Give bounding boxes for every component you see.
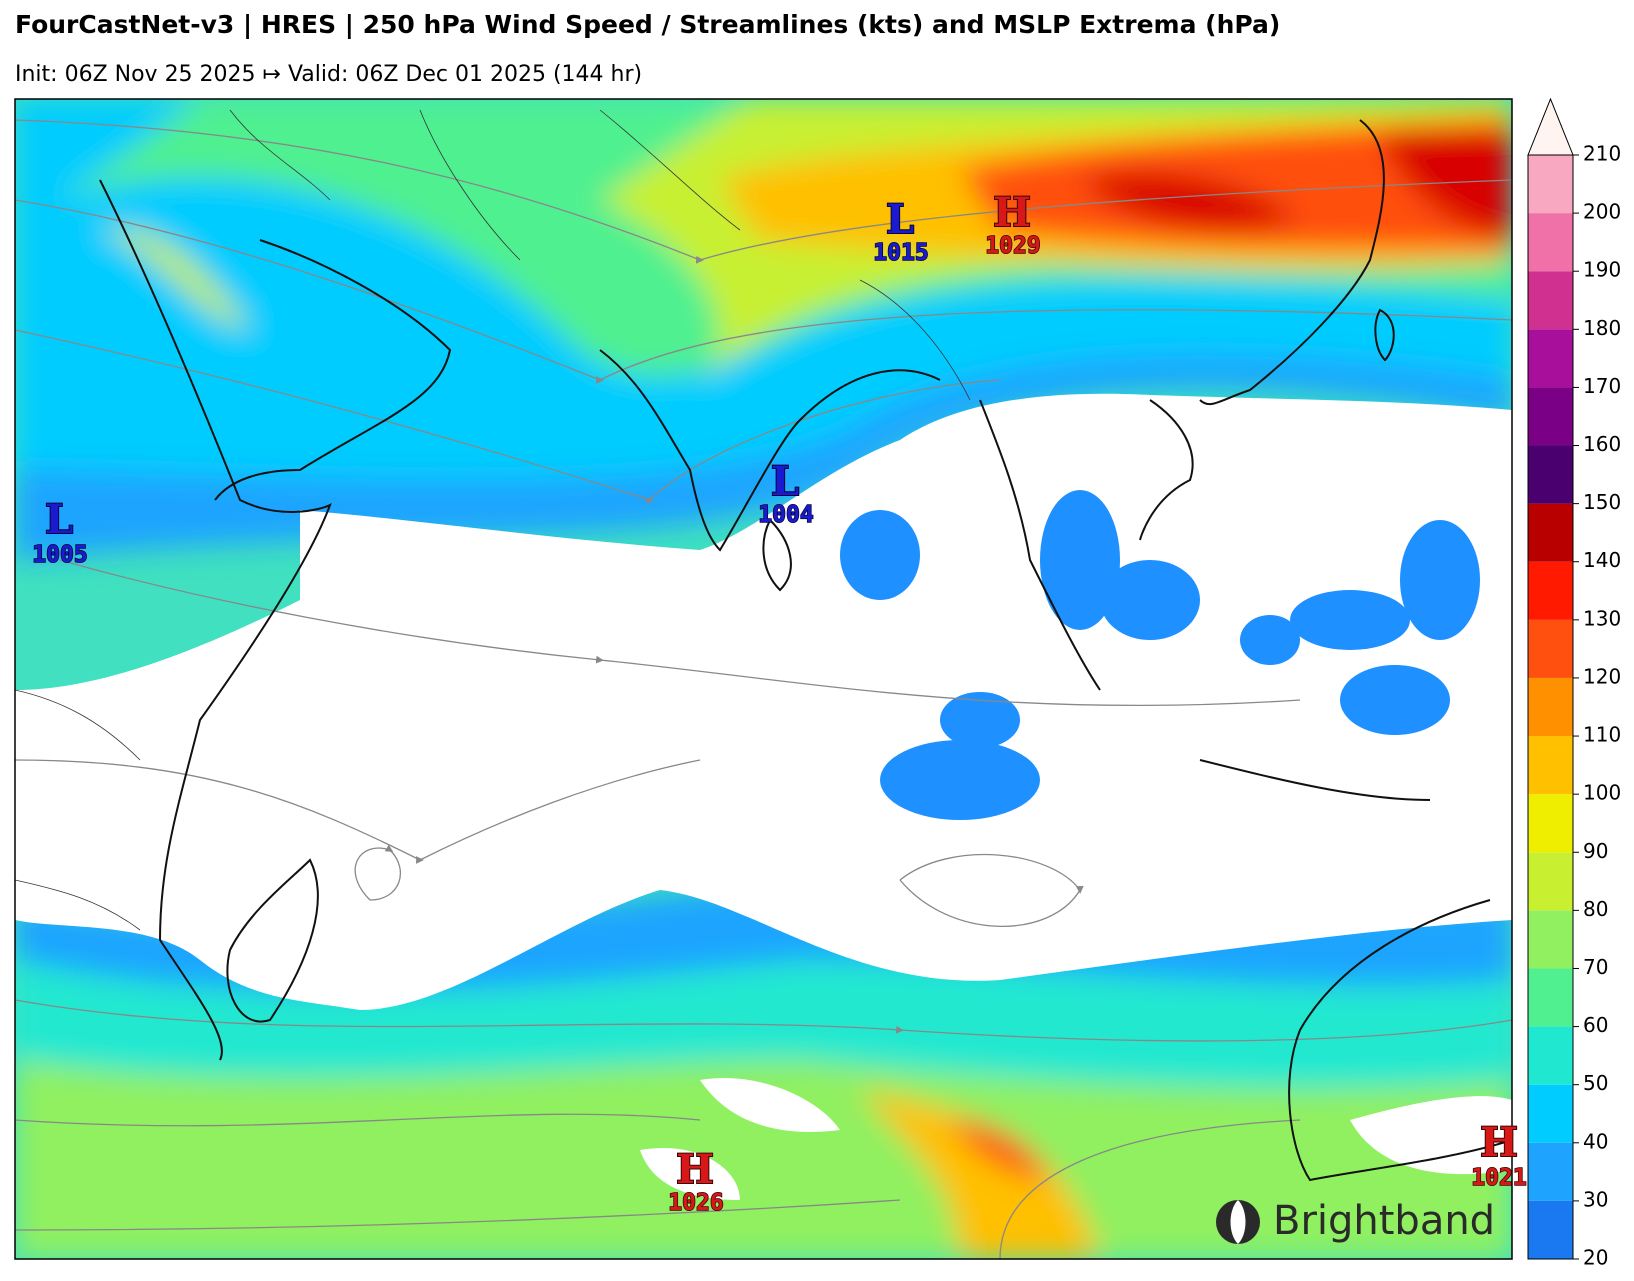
colorbar-bin [1528,1084,1573,1143]
pressure-type: L [45,496,73,543]
colorbar-bin [1528,213,1573,272]
pressure-value: 1005 [32,542,87,568]
colorbar-tick-label: 40 [1583,1129,1608,1153]
colorbar-bin [1528,968,1573,1027]
colorbar-bin [1528,329,1573,388]
colorbar-tick-label: 30 [1583,1187,1608,1211]
map-frame [14,98,1513,1260]
colorbar-tick-label: 200 [1583,200,1621,224]
colorbar-tick-label: 130 [1583,606,1621,630]
colorbar-tick-label: 90 [1583,839,1608,863]
colorbar-bin [1528,677,1573,737]
pressure-type: L [771,458,799,505]
colorbar-bin [1528,1142,1573,1201]
colorbar-tick-label: 120 [1583,664,1621,688]
colorbar-tick-label: 210 [1583,142,1621,166]
title: FourCastNet-v3 | HRES | 250 hPa Wind Spe… [15,10,1280,39]
colorbar-tick-label: 180 [1583,316,1621,340]
brand-logo: Brightband [1216,1198,1495,1244]
colorbar-tick-label: 100 [1583,781,1621,805]
subtitle: Init: 06Z Nov 25 2025 ↦ Valid: 06Z Dec 0… [15,62,642,87]
pressure-centers: L 1015 H 1029 L 1004 L 1005 H 1026 H 102… [32,188,1528,1217]
colorbar-tick-label: 160 [1583,432,1621,456]
colorbar-tick-label: 190 [1583,258,1621,282]
colorbar: 20 30 40 50 60 70 80 90 100 110 120 130 140 150 160 170… [1527,97,1621,1270]
colorbar-bin [1528,1026,1573,1085]
colorbar-bin [1528,736,1573,795]
colorbar-bin [1528,1200,1573,1259]
colorbar-tick-label: 80 [1583,897,1608,921]
colorbar-bin [1528,910,1573,969]
colorbar-bin [1528,271,1573,330]
colorbar-tick-label: 150 [1583,490,1621,514]
colorbar-bin [1528,387,1573,446]
colorbar-tick-label: 140 [1583,548,1621,572]
pressure-value: 1029 [985,233,1040,259]
colorbar-frame [1527,154,1574,1260]
logo-mark [1230,1200,1246,1244]
colorbar-bin [1528,794,1573,853]
colorbar-tick-label: 110 [1583,723,1621,747]
pressure-type: H [993,189,1031,236]
colorbar-tick-label: 170 [1583,374,1621,398]
pressure-type: L [886,196,914,243]
pressure-value: 1021 [1471,1165,1526,1191]
colorbar-bin [1528,155,1573,214]
colorbar-tick-label: 20 [1583,1246,1608,1270]
colorbar-tick-label: 60 [1583,1013,1608,1037]
colorbar-extend [1527,97,1574,156]
colorbar-bin [1528,852,1573,911]
map [15,99,1512,1259]
pressure-type: H [676,1146,714,1193]
pressure-value: 1004 [758,502,813,528]
pressure-type: H [1480,1119,1518,1166]
colorbar-bin [1528,445,1573,504]
colorbar-bin [1528,503,1573,562]
pressure-value: 1026 [668,1190,723,1216]
brand-name: Brightband [1273,1198,1495,1244]
colorbar-tick-label: 70 [1583,955,1608,979]
pressure-value: 1015 [873,240,928,266]
colorbar-bin [1528,561,1573,620]
colorbar-tick-label: 50 [1583,1071,1608,1095]
colorbar-bin [1528,619,1573,678]
